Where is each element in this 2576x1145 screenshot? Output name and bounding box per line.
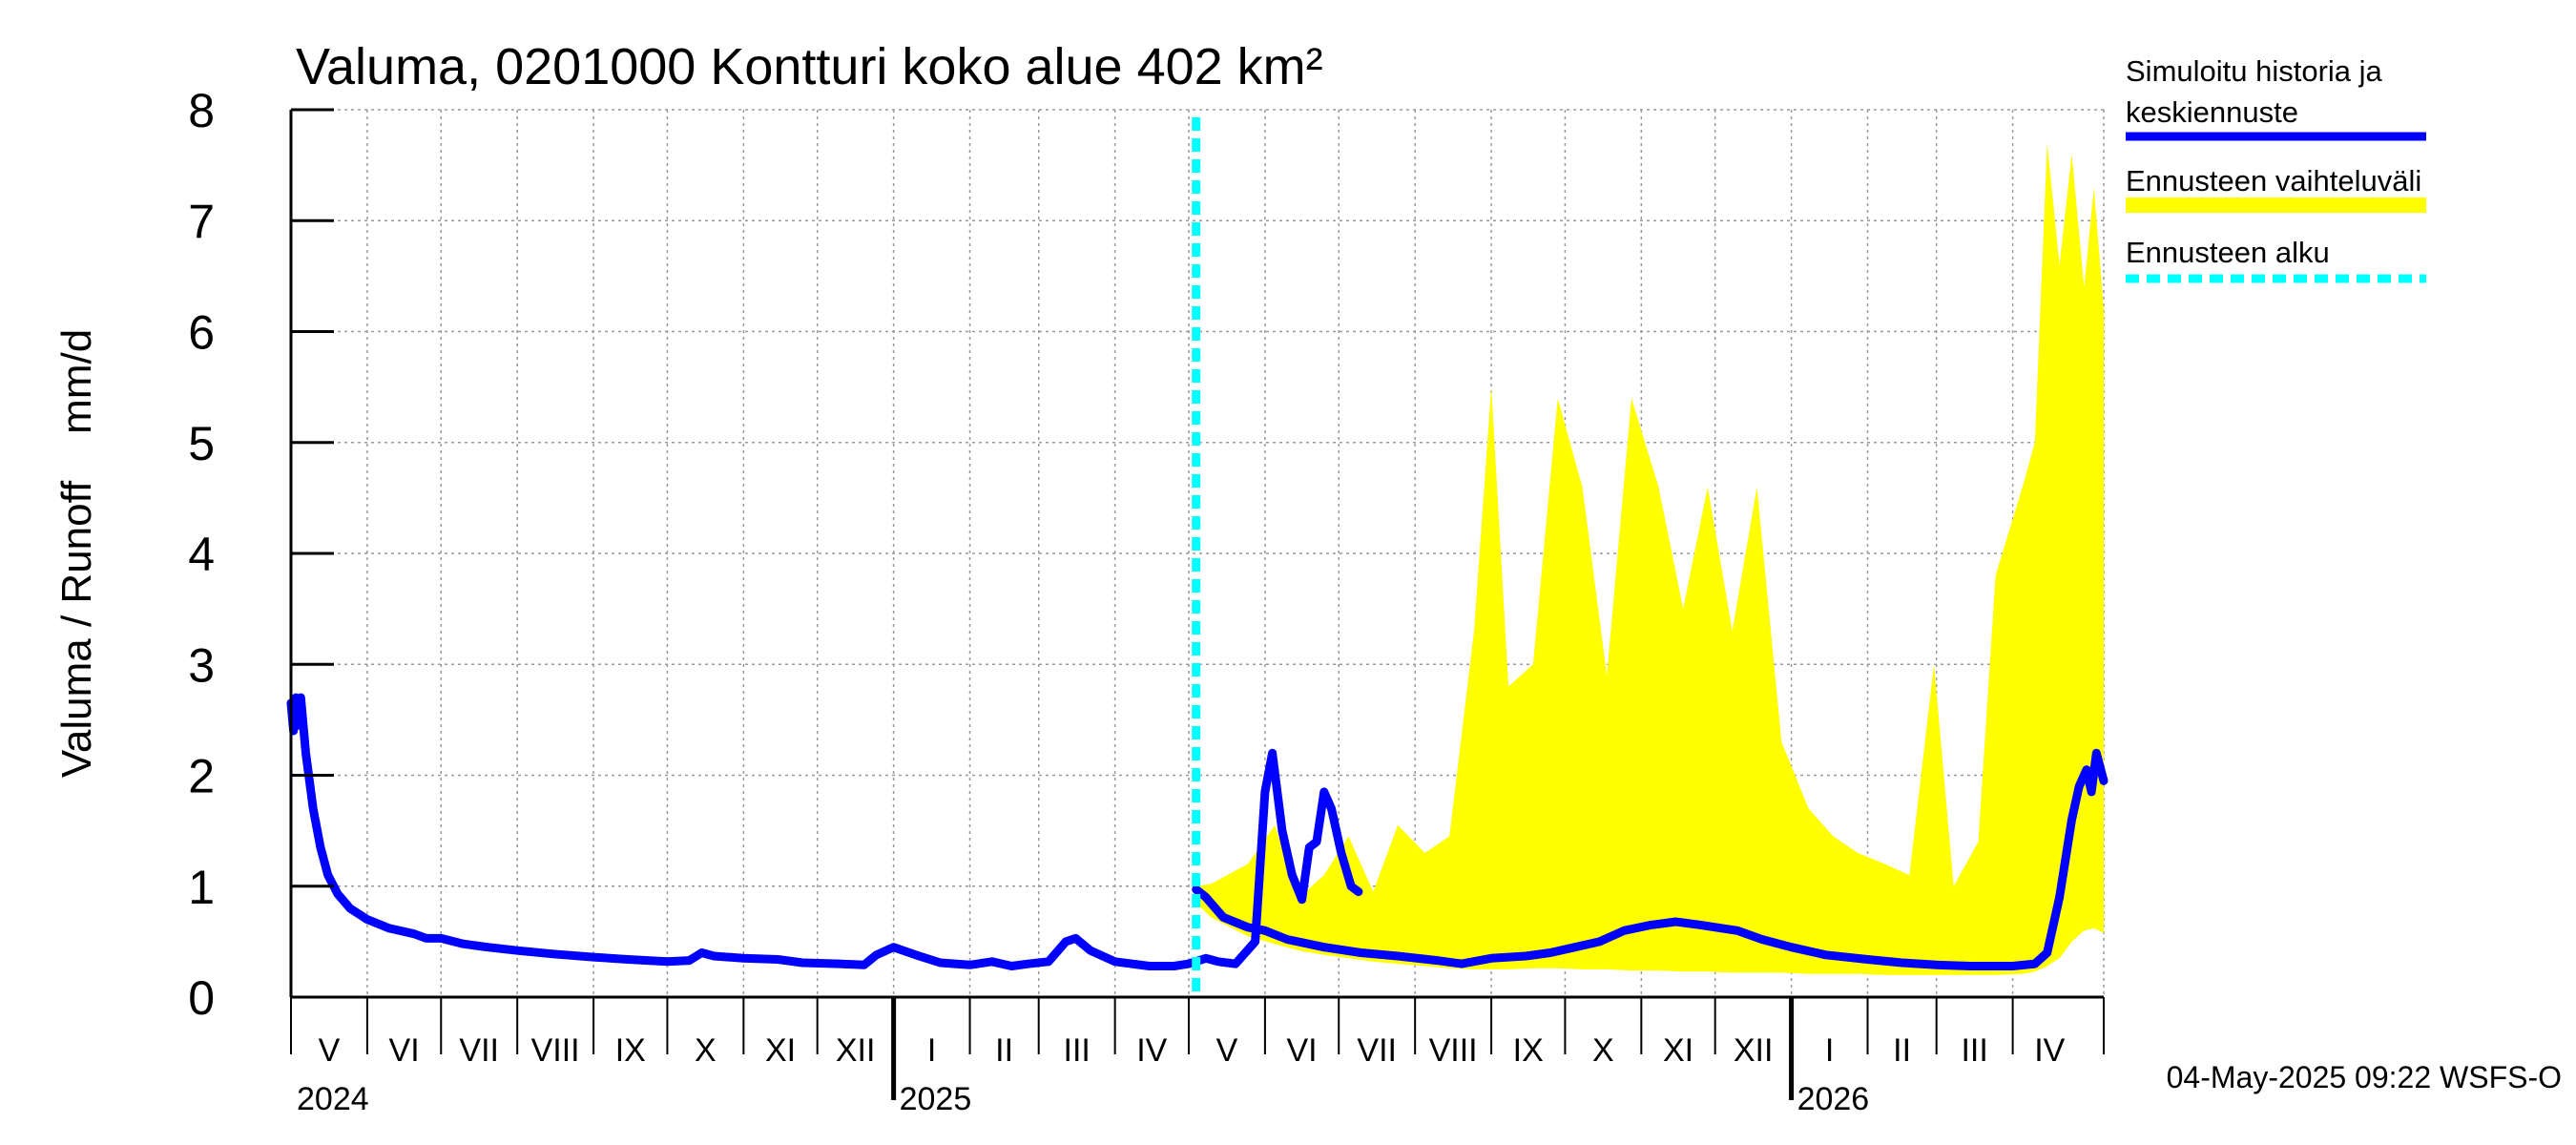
legend: Simuloitu historia ja keskiennuste Ennuste…	[2126, 54, 2426, 283]
footer-timestamp: 04-May-2025 09:22 WSFS-O	[2167, 1060, 2562, 1094]
y-tick-label: 6	[188, 306, 215, 360]
y-tick-label: 4	[188, 528, 215, 581]
month-label: IX	[615, 1032, 646, 1069]
y-tick-label: 3	[188, 638, 215, 692]
year-label: 2026	[1797, 1081, 1870, 1117]
month-label: VIII	[1429, 1032, 1478, 1069]
month-label: III	[1961, 1032, 1987, 1069]
legend-label-start: Ennusteen alku	[2126, 236, 2330, 269]
y-tick-label: 5	[188, 417, 215, 470]
month-label: I	[1825, 1032, 1834, 1069]
month-label: X	[1592, 1032, 1614, 1069]
month-label: III	[1064, 1032, 1091, 1069]
series-lines	[286, 117, 2109, 997]
month-label: IV	[1136, 1032, 1167, 1069]
month-label: I	[927, 1032, 936, 1069]
month-label: II	[1893, 1032, 1911, 1069]
y-axis-label: Valuma / Runoff mm/d	[53, 329, 100, 778]
year-label: 2025	[900, 1081, 972, 1117]
month-label: IV	[2034, 1032, 2065, 1069]
month-label: VI	[1287, 1032, 1318, 1069]
month-label: XII	[1734, 1032, 1774, 1069]
forecast-range-area	[1195, 142, 2104, 975]
month-label: XII	[836, 1032, 876, 1069]
y-tick-label: 1	[188, 861, 215, 914]
y-tick-label: 7	[188, 195, 215, 248]
forecast-band	[1195, 142, 2104, 975]
month-label: XI	[1663, 1032, 1693, 1069]
month-label: VIII	[531, 1032, 580, 1069]
month-label: X	[695, 1032, 717, 1069]
legend-label-history: Simuloitu historia ja	[2126, 54, 2383, 88]
series-line-median	[1192, 748, 2109, 970]
x-tick-labels: V VI VII VIII IX X XI XII I II III IV V VI VII VIII IX X X…	[297, 1032, 2066, 1117]
y-tick-labels: 0 1 2 3 4 5 6 7 8	[188, 84, 215, 1025]
month-label: XI	[765, 1032, 796, 1069]
month-label: V	[1216, 1032, 1238, 1069]
chart-title: Valuma, 0201000 Kontturi koko alue 402 k…	[296, 38, 1323, 95]
month-label: VI	[389, 1032, 420, 1069]
month-label: VII	[1357, 1032, 1397, 1069]
y-tick-label: 8	[188, 84, 215, 137]
month-label: VII	[459, 1032, 499, 1069]
series-line-history	[286, 693, 1363, 970]
legend-label-history: keskiennuste	[2126, 95, 2298, 129]
month-label: V	[319, 1032, 341, 1069]
month-label: II	[995, 1032, 1013, 1069]
month-label: IX	[1513, 1032, 1544, 1069]
y-tick-label: 2	[188, 750, 215, 803]
axes	[289, 108, 2105, 1100]
year-label: 2024	[297, 1081, 369, 1117]
y-tick-label: 0	[188, 971, 215, 1025]
legend-label-band: Ennusteen vaihteluväli	[2126, 164, 2421, 198]
